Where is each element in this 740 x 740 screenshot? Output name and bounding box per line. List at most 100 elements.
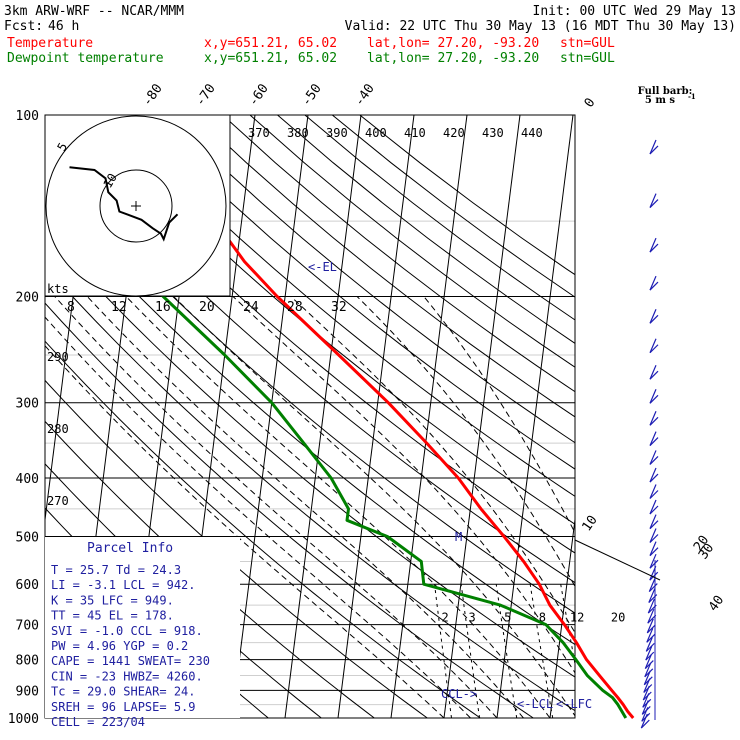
- pressure-tick-label: 1000: [8, 712, 39, 727]
- parcel-line: SVI = -1.0 CCL = 918.: [51, 624, 203, 638]
- pressure-tick-label: 800: [16, 654, 39, 669]
- theta-label-top: 440: [521, 126, 543, 140]
- parcel-line: TT = 45 EL = 178.: [51, 609, 174, 623]
- wind-barb-flag: [647, 614, 657, 624]
- moist-adiabat: [290, 296, 575, 634]
- ccl-label: CCL->: [441, 687, 477, 701]
- legend-temperature: Temperature: [7, 36, 93, 51]
- model-title: 3km ARW-WRF -- NCAR/MMM: [4, 4, 184, 19]
- valid-time: Valid: 22 UTC Thu 30 May 13 (16 MDT Thu …: [345, 19, 736, 34]
- hodograph-clip-group: [45, 115, 227, 296]
- wind-barb-flag: [644, 660, 654, 670]
- theta-label-top: 430: [482, 126, 504, 140]
- theta-label-top: 370: [248, 126, 270, 140]
- isotherm-line: [443, 115, 521, 719]
- wind-barbs: [574, 139, 661, 729]
- parcel-line: CAPE = 1441 SWEAT= 230: [51, 654, 210, 668]
- wind-barb-flag: [649, 505, 659, 515]
- mixing-ratio-label: 5: [504, 611, 511, 625]
- isotherm-line: [603, 115, 679, 718]
- isotherm-line: [709, 115, 740, 718]
- plot-frame: [44, 114, 576, 719]
- parcel-info-panel: Parcel Info T = 25.7 Td = 24.3LI = -3.1 L…: [45, 537, 240, 729]
- hodograph-ring-label: 10: [100, 171, 119, 191]
- wind-barb: [641, 700, 649, 715]
- wind-barb-flag: [646, 624, 656, 634]
- dry-adiabat: [304, 115, 575, 321]
- hodograph-ring: [99, 169, 173, 243]
- mixing-ratio-label: 12: [570, 611, 584, 625]
- wind-barb: [643, 678, 651, 693]
- wind-barb: [646, 628, 654, 643]
- wind-barb: [646, 618, 654, 634]
- theta-label-top: 390: [326, 126, 348, 140]
- dry-adiabat: [167, 115, 575, 444]
- speed-label: 32: [331, 300, 347, 315]
- wind-barb: [649, 541, 657, 556]
- isotherm-label-top: -50: [299, 81, 325, 109]
- barb-title-exponent: -1: [688, 92, 696, 101]
- speed-label: 8: [67, 300, 75, 315]
- wind-barb-flag: [648, 583, 658, 593]
- pressure-tick-label: 100: [16, 109, 39, 124]
- wind-barb: [648, 588, 656, 603]
- moist-adiabat: [45, 316, 471, 719]
- mixing-ratio-line: [495, 584, 518, 719]
- pressure-tick-label: 900: [16, 684, 39, 699]
- dry-adiabat: [45, 265, 575, 712]
- wind-barb-flag: [649, 199, 659, 209]
- wind-barb: [649, 389, 657, 404]
- wind-barb: [649, 514, 657, 529]
- wind-barb: [649, 467, 657, 483]
- isotherm-label-right: 40: [706, 593, 727, 614]
- speed-label: 20: [199, 300, 215, 315]
- pressure-tick-label: 400: [16, 472, 39, 487]
- moist-adiabat: [125, 296, 551, 719]
- temperature-profile: [181, 114, 635, 719]
- wind-barb: [645, 637, 653, 652]
- legend-dewpoint-xy: x,y=651.21, 65.02: [204, 51, 337, 66]
- legend-temperature-stn: stn=GUL: [560, 36, 615, 51]
- parcel-line: CIN = -23 HWBZ= 4260.: [51, 669, 203, 683]
- wind-barb-flag: [649, 394, 659, 404]
- wind-barb: [645, 645, 653, 661]
- pressure-tick-label: 300: [16, 397, 39, 412]
- dry-adiabat: [45, 196, 575, 646]
- legend-dewpoint: Dewpoint temperature: [7, 51, 164, 66]
- mixing-ratio-label: 3: [469, 611, 476, 625]
- theta-label-left: 270: [47, 494, 69, 508]
- dry-adiabat: [45, 162, 575, 614]
- isotherm-label-right: 30: [696, 541, 717, 562]
- legend-dewpoint-stn: stn=GUL: [560, 51, 615, 66]
- pressure-tick-label: 700: [16, 619, 39, 634]
- wind-barb-flag: [649, 559, 659, 569]
- barb-title-line2: 5 m s: [645, 95, 676, 106]
- isotherm-label-top: -60: [246, 81, 272, 109]
- parcel-line: T = 25.7 Td = 24.3: [51, 563, 181, 577]
- wind-barb-flag: [649, 243, 659, 253]
- hodograph-trace: [69, 166, 179, 242]
- wind-barb: [643, 670, 651, 686]
- isotherm-line: [496, 115, 574, 719]
- dry-adiabat: [45, 302, 534, 719]
- moist-adiabat: [173, 296, 575, 717]
- dry-adiabat: [85, 115, 575, 525]
- wind-barb: [649, 193, 657, 208]
- wind-barb-flag: [646, 633, 656, 643]
- wind-barb-flag: [649, 344, 659, 354]
- wind-barb-flag: [649, 416, 659, 426]
- speed-label: 24: [243, 300, 259, 315]
- legend-temperature-latlon: lat,lon= 27.20, -93.20: [367, 36, 539, 51]
- wind-barb: [649, 139, 657, 155]
- forecast-hour: 46 h: [48, 19, 79, 34]
- parcel-line: Tc = 29.0 SHEAR= 24.: [51, 685, 196, 699]
- wind-barb: [649, 411, 657, 426]
- dry-adiabat: [139, 115, 575, 470]
- wind-barb: [649, 553, 657, 569]
- wind-barb-flag: [649, 437, 659, 447]
- dry-adiabat: [45, 230, 575, 678]
- speed-label: 16: [155, 300, 171, 315]
- trop-marker: M: [455, 530, 462, 544]
- wind-barb: [649, 275, 657, 291]
- wind-barb-flag: [649, 547, 659, 557]
